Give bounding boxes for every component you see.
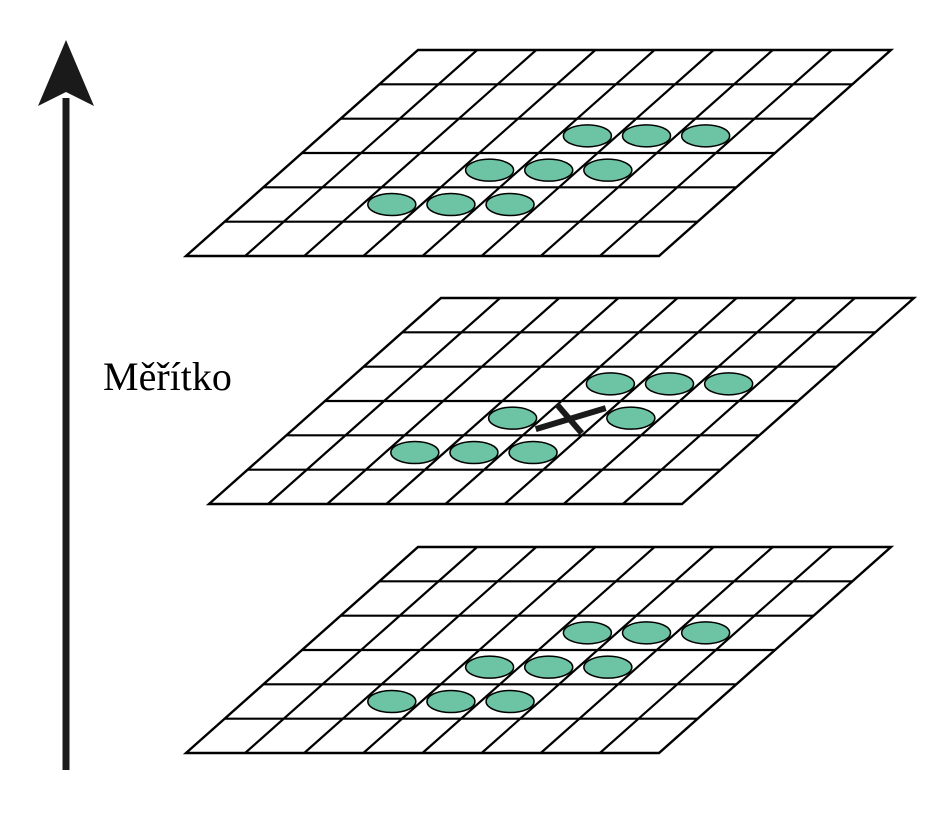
neighbor-marker	[523, 655, 574, 679]
grid-column-line	[480, 49, 715, 257]
neighbor-marker	[621, 621, 672, 645]
grid-column-line	[362, 49, 597, 257]
x-stroke	[554, 402, 585, 436]
neighbor-marker	[485, 192, 535, 217]
grid-column-line	[444, 297, 679, 505]
grid-column-line	[244, 49, 478, 257]
grid-column-line	[421, 546, 656, 754]
neighbor-marker	[464, 655, 515, 679]
neighbor-marker	[523, 158, 574, 182]
scale-axis: Měřítko	[38, 40, 232, 770]
grid-column-line	[503, 297, 738, 505]
grid-column-line	[622, 297, 856, 505]
grid-column-line	[362, 546, 597, 754]
grid-column-line	[326, 297, 560, 505]
neighbor-marker	[621, 124, 672, 148]
scale-layers	[182, 48, 918, 755]
neighbor-marker	[585, 372, 636, 396]
neighbor-marker	[680, 621, 731, 645]
neighbor-marker	[367, 689, 417, 714]
grid-column-line	[599, 546, 833, 754]
arrow-up-icon	[38, 40, 94, 106]
grid-column-line	[540, 49, 774, 257]
neighbor-marker	[426, 689, 476, 714]
grid-layer-current-scale	[205, 296, 918, 506]
neighbor-marker	[508, 440, 558, 465]
neighbor-marker	[562, 621, 613, 645]
neighbor-marker	[680, 124, 731, 148]
neighbor-marker	[464, 158, 515, 182]
grid-column-line	[563, 297, 797, 505]
grid-column-line	[540, 546, 774, 754]
grid-column-line	[421, 49, 656, 257]
neighbor-marker	[703, 372, 754, 396]
neighbor-marker	[390, 440, 440, 465]
grid-layer-upper-scale	[182, 48, 895, 258]
scale-axis-label: Měřítko	[103, 354, 232, 399]
neighbor-marker	[583, 655, 633, 679]
grid-column-line	[244, 546, 478, 754]
neighbor-marker	[644, 372, 695, 396]
neighbor-marker	[485, 689, 535, 714]
sample-point-x-icon	[534, 402, 607, 436]
grid-column-line	[303, 49, 537, 257]
neighbor-marker	[606, 406, 656, 430]
neighbor-marker	[583, 158, 633, 182]
neighbor-marker	[487, 406, 538, 430]
grid-column-line	[267, 297, 501, 505]
grid-layer-lower-scale	[182, 545, 895, 755]
grid-column-line	[385, 297, 620, 505]
grid-column-line	[599, 49, 833, 257]
neighbor-marker	[562, 124, 613, 148]
neighbor-marker	[367, 192, 417, 217]
grid-column-line	[303, 546, 537, 754]
neighbor-marker	[426, 192, 476, 217]
grid-column-line	[480, 546, 715, 754]
neighbor-marker	[449, 440, 499, 465]
